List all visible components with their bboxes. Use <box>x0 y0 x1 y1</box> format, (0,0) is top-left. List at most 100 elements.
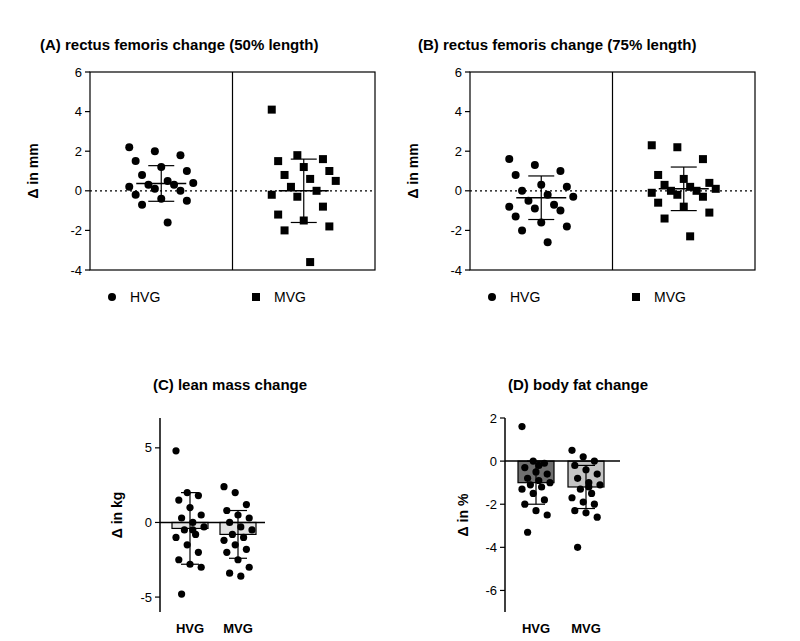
point <box>325 222 333 230</box>
divider <box>232 72 233 270</box>
point <box>518 187 526 195</box>
point <box>530 490 537 497</box>
divider <box>612 72 613 270</box>
y-tick <box>85 230 90 231</box>
panel: HVGMVG-4-20246Δ in mm(A) rectus femoris … <box>25 36 375 305</box>
plot-area <box>125 106 340 266</box>
point <box>544 470 551 477</box>
y-tick-label: -4 <box>485 540 497 555</box>
y-tick-label: 6 <box>455 65 462 80</box>
title: (D) body fat change <box>508 376 648 393</box>
x-tick-label: HVG <box>176 621 204 636</box>
y-tick-label: -4 <box>70 263 82 278</box>
point <box>550 201 558 209</box>
point <box>232 541 239 548</box>
point <box>183 197 191 205</box>
y-tick-label: -2 <box>450 223 462 238</box>
mean-line <box>136 183 186 184</box>
point <box>648 189 656 197</box>
frame <box>470 72 755 270</box>
y-tick <box>500 504 505 505</box>
error-cap <box>671 210 697 211</box>
point <box>699 193 707 201</box>
point <box>532 468 539 475</box>
y-tick-label: -4 <box>450 263 462 278</box>
legend-label: HVG <box>130 289 160 305</box>
point <box>125 143 133 151</box>
error-cap <box>148 201 174 202</box>
point <box>138 171 146 179</box>
point <box>195 492 202 499</box>
point <box>223 507 230 514</box>
plot-area <box>505 141 720 246</box>
y-tick <box>465 190 470 191</box>
y-tick-label: 5 <box>145 440 152 455</box>
point <box>541 496 548 503</box>
title: (B) rectus femoris change (75% length) <box>418 36 696 53</box>
point <box>574 544 581 551</box>
point <box>125 183 133 191</box>
point <box>220 537 227 544</box>
point <box>198 564 205 571</box>
point <box>220 483 227 490</box>
point <box>332 177 340 185</box>
point <box>654 171 662 179</box>
y-tick <box>85 71 90 72</box>
y-tick <box>465 230 470 231</box>
point <box>243 546 250 553</box>
point <box>563 183 571 191</box>
background <box>0 0 800 641</box>
y-tick <box>465 71 470 72</box>
y-tick <box>155 596 160 597</box>
point <box>556 167 564 175</box>
y-tick-label: 4 <box>455 104 462 119</box>
y-tick <box>85 190 90 191</box>
y-axis-label: Δ in mm <box>25 143 41 198</box>
point <box>151 185 159 193</box>
point <box>571 462 578 469</box>
point <box>176 187 184 195</box>
y-tick <box>155 447 160 448</box>
point <box>281 226 289 234</box>
point <box>170 181 178 189</box>
point <box>243 501 250 508</box>
point <box>524 529 531 536</box>
point <box>189 526 196 533</box>
point <box>223 549 230 556</box>
point <box>172 447 179 454</box>
point <box>175 496 182 503</box>
y-tick-label: 0 <box>455 183 462 198</box>
y-tick-label: 2 <box>75 144 82 159</box>
point <box>186 561 193 568</box>
plot-area <box>518 423 604 551</box>
point <box>535 477 542 484</box>
legend-marker <box>488 293 496 301</box>
error-cap <box>528 219 554 220</box>
point <box>183 167 191 175</box>
point <box>287 183 295 191</box>
y-tick-label: 0 <box>75 183 82 198</box>
y-tick <box>85 269 90 270</box>
x-axis <box>505 460 620 462</box>
legend-label: HVG <box>510 289 540 305</box>
frame <box>90 72 375 270</box>
point <box>585 483 592 490</box>
title: (A) rectus femoris change (50% length) <box>40 36 318 53</box>
panel: HVGMVG-6-4-202Δ in %(D) body fat change <box>455 376 648 636</box>
y-axis <box>504 418 506 612</box>
point <box>274 157 282 165</box>
point <box>594 470 601 477</box>
y-tick-label: -6 <box>485 583 497 598</box>
error-cap <box>577 508 595 509</box>
point <box>176 151 184 159</box>
point <box>184 489 191 496</box>
y-tick-label: -5 <box>140 590 152 605</box>
point <box>268 106 276 114</box>
point <box>138 201 146 209</box>
error-cap <box>577 465 595 466</box>
point <box>268 191 276 199</box>
y-tick <box>465 269 470 270</box>
point <box>518 226 526 234</box>
point <box>184 541 191 548</box>
error-cap <box>527 504 545 505</box>
